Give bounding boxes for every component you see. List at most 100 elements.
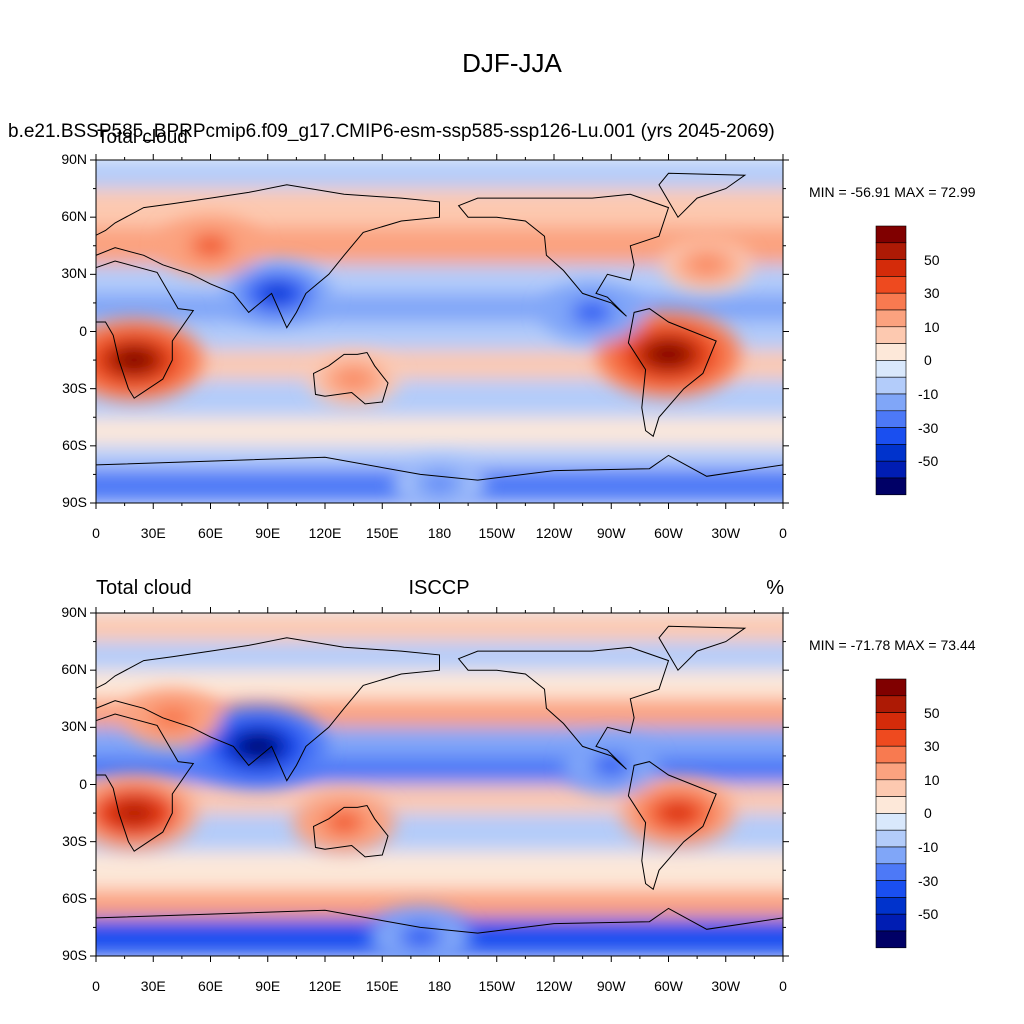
lon-label: 0 xyxy=(779,525,787,541)
lon-label: 60E xyxy=(198,525,223,541)
feature-0-level-3 xyxy=(118,803,150,823)
lat-label: 0 xyxy=(79,322,87,339)
lat-label: 90S xyxy=(62,947,87,963)
colorbar-segment xyxy=(875,897,907,915)
colorbar-1 xyxy=(875,225,907,496)
colorbar-segment xyxy=(875,813,907,831)
colorbar-segment xyxy=(875,829,907,848)
lon-label: 60W xyxy=(654,978,683,994)
colorbar-segment xyxy=(875,729,907,747)
colorbar-tick-label: -50 xyxy=(918,453,939,470)
coastline-5 xyxy=(658,172,747,219)
colorbar-tick-label: 0 xyxy=(924,352,932,369)
colorbar-segment xyxy=(875,276,907,294)
colorbar-segment xyxy=(875,779,907,797)
feature-4-level-3 xyxy=(579,304,605,321)
lat-label: 60N xyxy=(61,661,87,678)
feature-6-level-3 xyxy=(407,929,434,945)
lon-label: 30E xyxy=(140,525,166,541)
coastline-6 xyxy=(96,907,783,956)
lat-label: 30S xyxy=(62,379,87,396)
colorbar-tick-label: -10 xyxy=(918,839,939,855)
lat-label: 90S xyxy=(62,494,87,510)
figure-title: DJF-JJA xyxy=(462,48,562,78)
feature-6-level-3 xyxy=(695,258,718,272)
feature-7-level-3 xyxy=(428,477,451,491)
colorbar-tick-label: 30 xyxy=(924,738,940,755)
lon-label: 180 xyxy=(427,978,452,994)
lon-label: 0 xyxy=(92,525,100,541)
lon-label: 30W xyxy=(711,525,741,541)
colorbar-segment xyxy=(875,913,907,932)
colorbar-segment xyxy=(875,376,907,395)
colorbar-segment xyxy=(875,846,907,865)
colorbar-tick-label: 10 xyxy=(924,318,940,335)
coastline-5 xyxy=(658,625,747,672)
lat-label: 60S xyxy=(62,436,87,453)
colorbar-segment xyxy=(875,410,907,428)
colorbar-tick-label: -10 xyxy=(918,386,939,402)
colorbar-segment xyxy=(875,930,907,949)
colorbar-2 xyxy=(875,678,907,949)
panel1-variable-title: Total cloud xyxy=(97,127,188,148)
lon-label: 30E xyxy=(140,978,166,994)
lon-label: 120W xyxy=(535,525,573,541)
feature-5-level-3 xyxy=(342,372,365,386)
lat-label: 0 xyxy=(79,775,87,792)
feature-3-level-3 xyxy=(263,285,291,302)
colorbar-segment xyxy=(875,863,907,881)
lat-label: 30N xyxy=(61,718,87,735)
coastline-0 xyxy=(96,713,195,852)
colorbar-segment xyxy=(875,460,907,479)
colorbar-tick-label: 50 xyxy=(924,704,940,721)
panel2-min-max: MIN = -71.78 MAX = 73.44 xyxy=(809,637,976,653)
colorbar-segment xyxy=(875,242,907,260)
coastline-6 xyxy=(96,454,783,503)
panel2-center-title: ISCCP xyxy=(408,577,470,599)
feature-4-level-3 xyxy=(160,710,185,725)
coastline-4 xyxy=(312,351,389,405)
coastline-3 xyxy=(627,761,717,891)
lon-label: 180 xyxy=(427,525,452,541)
panel2-units: % xyxy=(766,577,784,599)
colorbar-tick-label: -50 xyxy=(918,906,939,923)
colorbar-tick-label: -30 xyxy=(918,419,939,436)
panel2-left-title: Total cloud xyxy=(96,577,192,599)
colorbar-segment xyxy=(875,745,907,764)
lon-label: 60E xyxy=(198,978,223,994)
colorbar-segment xyxy=(875,292,907,311)
colorbar-tick-label: 30 xyxy=(924,285,940,302)
lon-label: 0 xyxy=(92,978,100,994)
colorbar-segment xyxy=(875,762,907,781)
lat-label: 90N xyxy=(61,604,87,620)
colorbar-tick-label: -30 xyxy=(918,872,939,889)
lon-label: 90W xyxy=(596,978,626,994)
colorbar-segment xyxy=(875,427,907,445)
lon-label: 90W xyxy=(596,525,626,541)
feature-3-level-3 xyxy=(331,815,357,831)
coastline-1 xyxy=(96,637,440,782)
lat-label: 60S xyxy=(62,889,87,906)
lon-label: 90E xyxy=(255,525,281,541)
lon-label: 60W xyxy=(654,525,683,541)
colorbar-segment xyxy=(875,678,907,697)
lon-label: 120E xyxy=(308,978,342,994)
lon-label: 150W xyxy=(478,525,516,541)
lat-label: 30N xyxy=(61,265,87,282)
feature-0-level-3 xyxy=(116,349,152,371)
colorbar-tick-label: 50 xyxy=(924,251,940,268)
coastline-2 xyxy=(457,646,670,770)
lat-label: 90N xyxy=(61,151,87,167)
colorbar-segment xyxy=(875,326,907,344)
colorbar-tick-label: 10 xyxy=(924,771,940,788)
colorbar-segment xyxy=(875,259,907,277)
coastline-4 xyxy=(312,804,389,858)
map-panel-1 xyxy=(90,154,789,509)
lon-label: 150E xyxy=(365,978,399,994)
colorbar-segment xyxy=(875,712,907,730)
feature-1-level-3 xyxy=(650,343,687,365)
lat-label: 30S xyxy=(62,832,87,849)
colorbar-segment xyxy=(875,360,907,378)
coastline-2 xyxy=(457,193,670,317)
